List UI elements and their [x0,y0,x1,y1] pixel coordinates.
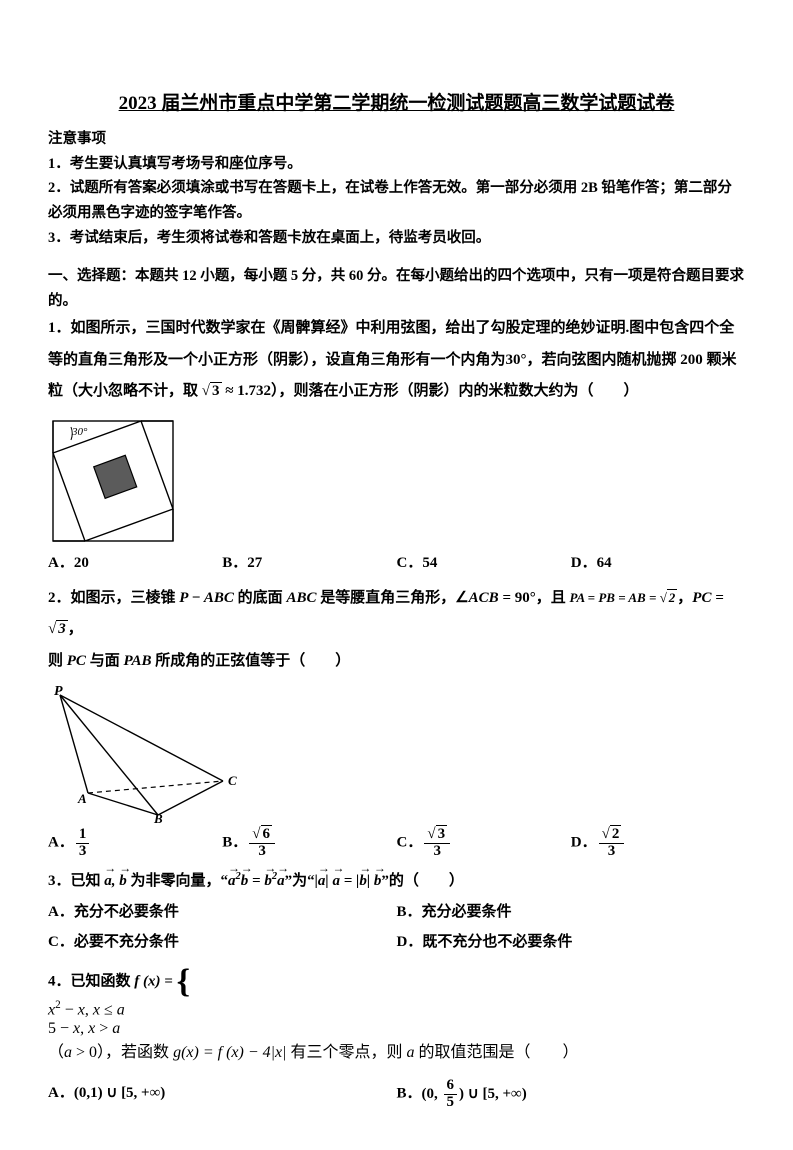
q2-comma: ， [677,590,692,606]
q1-figure: 30° [48,414,745,546]
q4-choices: A．(0,1) ∪ [5, +∞) B．(0, 65) ∪ [5, +∞) [48,1078,745,1111]
q3-choice-d: D．既不充分也不必要条件 [397,927,746,957]
q4-p2: ，若函数 [105,1044,173,1061]
q2-base: ABC [286,590,316,606]
q4-cond: （a > 0） [48,1044,105,1061]
q2-choice-c: C．√33 [397,827,571,860]
q3-b-val: 充分必要条件 [422,904,512,920]
q2-p4: ，且 [536,590,570,606]
q2-edges: PA = PB = AB = √2 [570,590,678,605]
q3-p1: 3．已知 [48,873,104,889]
q4-case1: x2 − x, x ≤ a [48,999,745,1019]
q2-p6: 与面 [86,653,124,669]
q4-text: 4．已知函数 f (x) = { [48,965,745,999]
q4-piecewise: { [177,965,192,999]
q3-d-val: 既不充分也不必要条件 [422,934,572,950]
q1-choice-b: B．27 [222,550,396,577]
q3-choices: A．充分不必要条件 B．充分必要条件 C．必要不充分条件 D．既不充分也不必要条… [48,897,745,957]
q2-line: PC [67,653,86,669]
section-header: 一、选择题：本题共 12 小题，每小题 5 分，共 60 分。在每小题给出的四个… [48,264,745,313]
q1-d-val: 64 [597,555,612,571]
q2-text: 2．如图示，三棱锥 P − ABC 的底面 ABC 是等腰直角三角形，∠ACB … [48,583,745,646]
q1-b-val: 27 [247,555,262,571]
q1-c-val: 54 [422,555,437,571]
q2-p5: ， [68,621,83,637]
q2-choice-b: B．√63 [222,827,396,860]
q2-choice-a: A．13 [48,827,222,860]
q2-a-den: 3 [76,844,90,860]
svg-text:P: P [54,684,63,699]
notice-header: 注意事项 [48,127,745,152]
q2-a-num: 1 [76,827,90,844]
q2-p3: 是等腰直角三角形， [316,590,455,606]
q1-choice-d: D．64 [571,550,745,577]
q3-a-val: 充分不必要条件 [74,904,179,920]
q4-b-num: 6 [444,1078,458,1095]
q3-lhs: a2b = b2a [228,873,285,889]
q2-shape: P − ABC [179,590,234,606]
q3-rhs: |a| a = |b| b [315,873,382,889]
q1-part3: ），则落在小正方形（阴影）内的米粒数大约为（ ） [271,383,639,399]
q1-choices: A．20 B．27 C．54 D．64 [48,550,745,577]
q3-text: 3．已知 a, b 为非零向量，“a2b = b2a”为“|a| a = |b|… [48,866,745,898]
notice-3: 3．考试结束后，考生须将试卷和答题卡放在桌面上，待监考员收回。 [48,226,745,251]
q2-choices: A．13 B．√63 C．√33 D．√23 [48,827,745,860]
q1-choice-a: A．20 [48,550,222,577]
q3-p3: ”的（ ） [381,873,464,889]
q2-p7: 所成角的正弦值等于（ ） [152,653,351,669]
q1-approx: √3 ≈ 1.732 [202,376,271,408]
q4-p1: 4．已知函数 [48,974,134,990]
q1-choice-c: C．54 [397,550,571,577]
q2-angle: ∠ACB = 90° [455,590,536,606]
q4-b-den: 5 [444,1095,458,1111]
q3-vecs: a, b [104,873,127,889]
svg-text:30°: 30° [71,426,88,438]
q2-p2: 的底面 [234,590,287,606]
q3-choice-c: C．必要不充分条件 [48,927,397,957]
q2-figure: P A B C [48,683,745,823]
exam-page: 2023 届兰州市重点中学第二学期统一检测试题题高三数学试题试卷 注意事项 1．… [0,0,793,1150]
q3-choice-b: B．充分必要条件 [397,897,746,927]
notice-1: 1．考生要认真填写考场号和座位序号。 [48,152,745,177]
q1-a-val: 20 [74,555,89,571]
svg-text:C: C [228,773,237,788]
q1-text: 1．如图所示，三国时代数学家在《周髀算经》中利用弦图，给出了勾股定理的绝妙证明.… [48,313,745,408]
q2-text-line2: 则 PC 与面 PAB 所成角的正弦值等于（ ） [48,646,745,678]
q3-p2: 为非零向量，“ [127,873,228,889]
q4-fx: f (x) = [134,974,176,990]
q3-mid: ”为“ [285,873,315,889]
q2-p1: 2．如图示，三棱锥 [48,590,179,606]
notice-2: 2．试题所有答案必须填涂或书写在答题卡上，在试卷上作答无效。第一部分必须用 2B… [48,176,745,225]
svg-text:A: A [77,791,87,806]
q4-choice-a: A．(0,1) ∪ [5, +∞) [48,1078,397,1111]
svg-text:B: B [153,811,163,823]
q1-angle: 30° [506,352,527,368]
q4-choice-b: B．(0, 65) ∪ [5, +∞) [397,1078,746,1111]
q3-c-val: 必要不充分条件 [74,934,179,950]
q2-d-den: 3 [599,844,625,860]
q4-p3: 有三个零点，则 [287,1044,407,1061]
q4-p4: 的取值范围是（ ） [415,1044,579,1061]
q4-gx: g(x) = f (x) − 4|x| [173,1044,286,1061]
q2-choice-d: D．√23 [571,827,745,860]
q3-choice-a: A．充分不必要条件 [48,897,397,927]
q2-p5b: 则 [48,653,67,669]
page-title: 2023 届兰州市重点中学第二学期统一检测试题题高三数学试题试卷 [48,88,745,115]
q4-var: a [407,1044,415,1061]
q4-case2: 5 − x, x > a [48,1020,745,1038]
q2-c-den: 3 [424,844,450,860]
q2-plane: PAB [123,653,151,669]
